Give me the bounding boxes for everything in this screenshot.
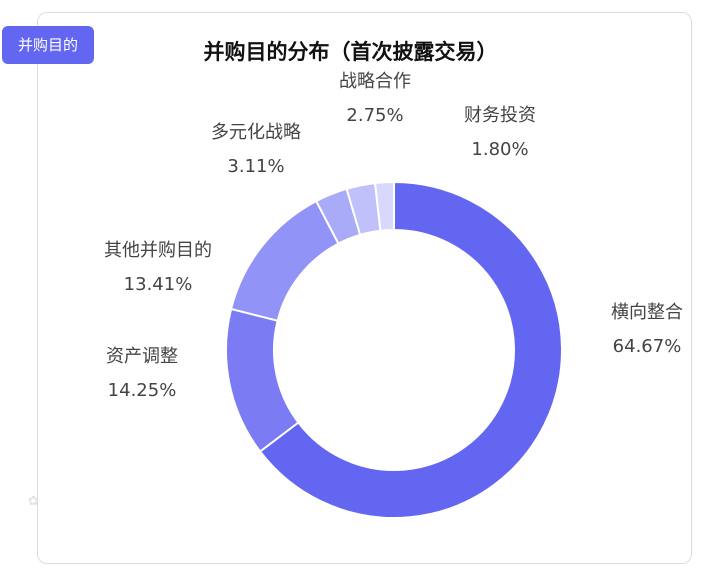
donut-slice[interactable] bbox=[258, 180, 563, 519]
slice-label: 其他并购目的 bbox=[104, 240, 212, 261]
flower-icon: ✿ bbox=[28, 494, 39, 509]
chart-title: 并购目的分布（首次披露交易） bbox=[203, 40, 498, 64]
slice-value-label: 13.41% bbox=[124, 274, 193, 295]
slice-label: 财务投资 bbox=[464, 105, 536, 126]
donut-slice[interactable] bbox=[225, 307, 300, 453]
slice-label: 横向整合 bbox=[611, 302, 683, 323]
category-tag[interactable]: 并购目的 bbox=[2, 26, 94, 64]
slice-label: 多元化战略 bbox=[211, 122, 301, 143]
slice-value-label: 2.75% bbox=[346, 105, 403, 126]
slice-value-label: 14.25% bbox=[108, 380, 177, 401]
slice-label: 资产调整 bbox=[106, 346, 178, 367]
slice-label: 战略合作 bbox=[339, 71, 411, 92]
slice-value-label: 64.67% bbox=[613, 336, 682, 357]
slice-value-label: 1.80% bbox=[471, 139, 528, 160]
donut-slice[interactable] bbox=[229, 199, 340, 322]
slice-value-label: 3.11% bbox=[227, 156, 284, 177]
donut-slice[interactable] bbox=[373, 180, 395, 232]
